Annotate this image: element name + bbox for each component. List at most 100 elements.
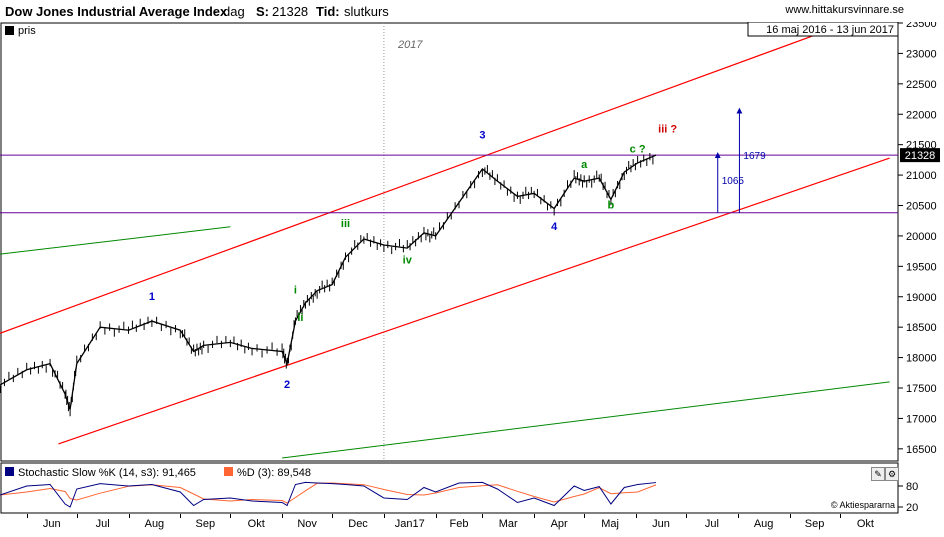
stochastic-panel: Stochastic Slow %K (14, s3): 91,465 %D (… bbox=[0, 462, 918, 514]
x-tick-label: Aug bbox=[144, 518, 165, 530]
x-tick bbox=[635, 514, 637, 518]
y-tick-label: 22000 bbox=[906, 109, 937, 121]
wave-label: 1 bbox=[149, 291, 155, 303]
chart-header: Dow Jones Industrial Average Index - dag… bbox=[0, 0, 944, 22]
x-tick bbox=[26, 514, 28, 518]
x-tick bbox=[686, 514, 688, 518]
x-axis: Jun Jul Aug Sep Okt Nov Dec Jan17 Feb Mar Apr Maj Ju… bbox=[0, 514, 944, 537]
y-tick-label: 23500 bbox=[906, 22, 937, 30]
x-tick bbox=[584, 514, 586, 518]
x-tick-label: Maj bbox=[601, 518, 619, 530]
x-tick-label: Jan17 bbox=[394, 518, 425, 530]
x-tick bbox=[482, 514, 484, 518]
settings-icon[interactable]: ⚙ bbox=[885, 467, 899, 481]
x-tick bbox=[737, 514, 739, 518]
x-tick bbox=[435, 514, 437, 518]
y-tick-label: 18000 bbox=[906, 353, 937, 365]
y-tick-label: 23000 bbox=[906, 48, 937, 60]
x-tick-label: Okt bbox=[856, 518, 874, 530]
stoch-k-line bbox=[0, 481, 657, 508]
k-swatch bbox=[5, 467, 14, 476]
y-tick-label: 20000 bbox=[906, 231, 937, 243]
x-tick-label: Jun bbox=[652, 518, 670, 530]
support-line bbox=[0, 226, 231, 255]
plot-frame bbox=[0, 22, 899, 462]
measure-label-1: 1065 bbox=[722, 176, 745, 187]
y-tick-label: 17500 bbox=[906, 383, 937, 395]
wave-label: 4 bbox=[551, 221, 558, 233]
x-tick-label: Nov bbox=[297, 518, 317, 530]
x-tick-label: Dec bbox=[348, 518, 368, 530]
x-tick bbox=[180, 514, 182, 518]
stoch-tick-20: 20 bbox=[906, 502, 918, 514]
wave-label: b bbox=[608, 200, 615, 212]
x-tick-label: Aug bbox=[753, 518, 774, 530]
y-tick-label: 18500 bbox=[906, 322, 937, 334]
x-tick-label: Apr bbox=[550, 518, 568, 530]
credit-label: © Aktiespararna bbox=[831, 500, 895, 510]
wave-label: ii bbox=[297, 312, 303, 324]
x-tick-label: Sep bbox=[804, 518, 825, 530]
svg-text:21328: 21328 bbox=[905, 150, 936, 162]
trend-lines bbox=[0, 25, 898, 459]
x-tick-label: Mar bbox=[498, 518, 518, 530]
wave-label: a bbox=[581, 159, 588, 171]
y-tick-label: 17000 bbox=[906, 413, 937, 425]
channel-line bbox=[0, 25, 840, 334]
price-bars bbox=[0, 152, 657, 417]
wave-label: c ? bbox=[630, 144, 646, 156]
price-tag: 21328 bbox=[900, 148, 940, 163]
x-tick-label: Jul bbox=[95, 518, 110, 530]
time-label: Tid: bbox=[316, 4, 340, 19]
wave-label: iii ? bbox=[658, 124, 677, 136]
x-tick-label: Okt bbox=[247, 518, 265, 530]
date-range-box bbox=[747, 22, 899, 37]
x-tick bbox=[383, 514, 385, 518]
x-tick bbox=[282, 514, 284, 518]
x-tick bbox=[76, 514, 78, 518]
stoch-lines bbox=[0, 481, 657, 508]
x-tick bbox=[230, 514, 232, 518]
interval-label: dag bbox=[223, 4, 245, 19]
legend-swatch bbox=[5, 26, 14, 35]
measure-label-2: 1679 bbox=[743, 151, 766, 162]
y-axis: 16500 17000 17500 18000 18500 19000 19500 20000… bbox=[898, 22, 937, 456]
close-label: S: bbox=[256, 4, 269, 19]
wave-label: 2 bbox=[284, 379, 290, 391]
tools-icon[interactable]: ✎ bbox=[871, 467, 885, 481]
support-line bbox=[282, 381, 890, 459]
stoch-d-line bbox=[0, 482, 657, 504]
y-tick-label: 19500 bbox=[906, 261, 937, 273]
y-tick-label: 19000 bbox=[906, 292, 937, 304]
channel-line bbox=[58, 157, 890, 445]
stoch-frame bbox=[0, 462, 899, 514]
time-value: slutkurs bbox=[344, 4, 389, 19]
wave-label: 3 bbox=[479, 130, 485, 142]
x-tick-label: Sep bbox=[195, 518, 216, 530]
title-separator: - bbox=[213, 4, 218, 19]
date-range: 16 maj 2016 - 13 jun 2017 bbox=[766, 24, 894, 36]
k-label: Stochastic Slow %K (14, s3): 91,465 bbox=[18, 467, 196, 479]
measurement-arrows: 1065 1679 bbox=[714, 107, 766, 213]
x-tick bbox=[332, 514, 334, 518]
x-tick bbox=[839, 514, 841, 518]
d-label: %D (3): 89,548 bbox=[237, 467, 311, 479]
x-tick bbox=[789, 514, 791, 518]
wave-label: iv bbox=[403, 254, 413, 266]
price-chart: 16500 17000 17500 18000 18500 19000 19500 20000… bbox=[0, 22, 940, 462]
x-tick-label: Jun bbox=[42, 518, 61, 530]
y-tick-label: 20500 bbox=[906, 201, 937, 213]
d-swatch bbox=[224, 467, 233, 476]
x-tick-label: Jul bbox=[704, 518, 719, 530]
y-tick-label: 22500 bbox=[906, 79, 937, 91]
year-marker: 2017 bbox=[397, 39, 423, 51]
y-tick-label: 21000 bbox=[906, 170, 937, 182]
x-tick-label: Feb bbox=[449, 518, 469, 530]
stoch-tick-80: 80 bbox=[906, 481, 918, 493]
legend-label: pris bbox=[18, 25, 36, 37]
y-tick-label: 16500 bbox=[906, 444, 937, 456]
wave-label: i bbox=[294, 285, 297, 297]
site-url[interactable]: www.hittakursvinnare.se bbox=[785, 4, 904, 16]
close-value: 21328 bbox=[272, 4, 309, 19]
